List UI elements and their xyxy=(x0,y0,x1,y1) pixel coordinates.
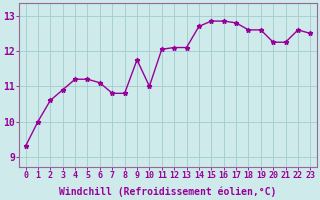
X-axis label: Windchill (Refroidissement éolien,°C): Windchill (Refroidissement éolien,°C) xyxy=(59,186,277,197)
